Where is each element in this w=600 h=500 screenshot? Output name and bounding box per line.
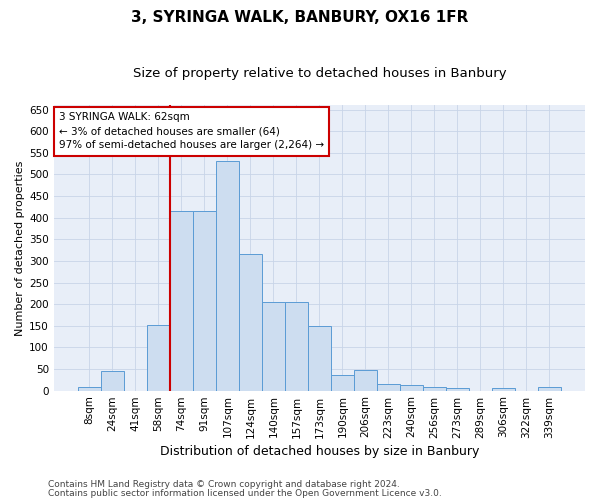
Bar [193,211,216,390]
Bar [239,254,262,390]
Text: 3 SYRINGA WALK: 62sqm
← 3% of detached houses are smaller (64)
97% of semi-detac: 3 SYRINGA WALK: 62sqm ← 3% of detached h… [59,112,324,150]
X-axis label: Distribution of detached houses by size in Banbury: Distribution of detached houses by size … [160,444,479,458]
Bar [285,302,308,390]
Text: 3, SYRINGA WALK, BANBURY, OX16 1FR: 3, SYRINGA WALK, BANBURY, OX16 1FR [131,10,469,25]
Bar [377,384,400,390]
Text: Contains HM Land Registry data © Crown copyright and database right 2024.: Contains HM Land Registry data © Crown c… [48,480,400,489]
Bar [101,371,124,390]
Bar [78,387,101,390]
Bar [308,326,331,390]
Bar [492,388,515,390]
Title: Size of property relative to detached houses in Banbury: Size of property relative to detached ho… [133,68,506,80]
Bar [446,388,469,390]
Bar [538,387,561,390]
Bar [147,325,170,390]
Bar [400,385,423,390]
Bar [216,162,239,390]
Y-axis label: Number of detached properties: Number of detached properties [15,160,25,336]
Text: Contains public sector information licensed under the Open Government Licence v3: Contains public sector information licen… [48,488,442,498]
Bar [170,211,193,390]
Bar [354,370,377,390]
Bar [423,387,446,390]
Bar [331,376,354,390]
Bar [262,302,285,390]
